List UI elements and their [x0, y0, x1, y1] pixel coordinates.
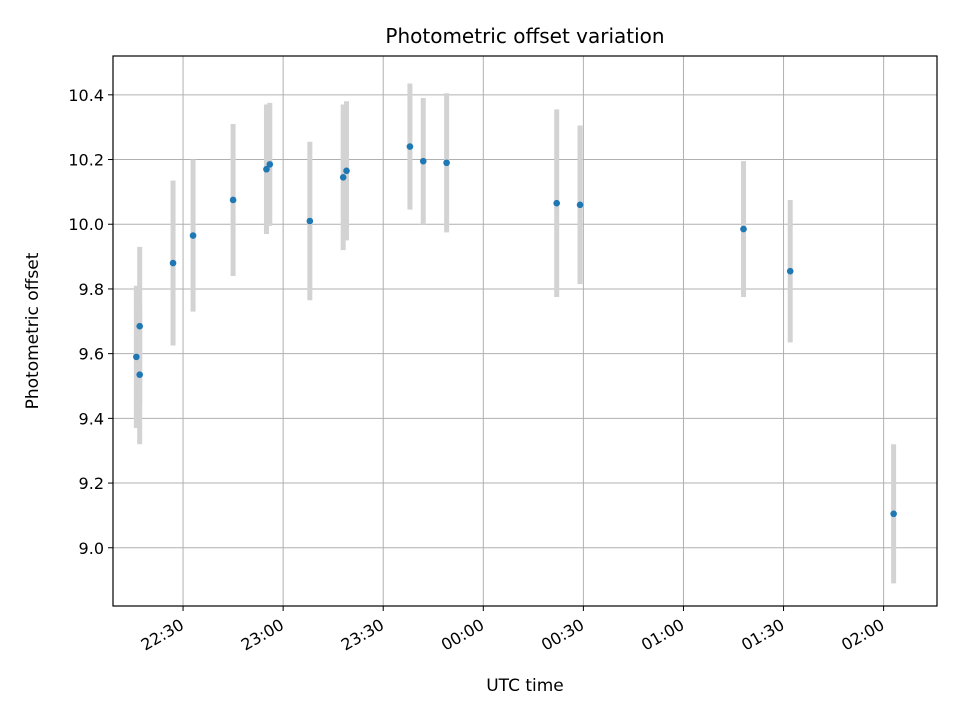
data-point: [306, 217, 314, 225]
data-point: [553, 199, 560, 207]
y-tick-label: 10.4: [68, 86, 104, 105]
data-point: [786, 267, 794, 275]
chart-title: Photometric offset variation: [385, 24, 664, 48]
data-points: [133, 143, 897, 518]
data-point: [443, 159, 450, 167]
data-point: [229, 196, 237, 204]
data-point: [266, 161, 274, 168]
y-tick-label: 9.0: [79, 539, 104, 558]
data-point: [740, 225, 747, 233]
y-tick-label: 9.8: [79, 280, 104, 299]
data-point: [189, 232, 197, 239]
data-point: [133, 353, 140, 361]
y-tick-label: 10.2: [68, 151, 104, 170]
y-tick-label: 9.6: [79, 345, 104, 364]
y-axis-label: Photometric offset: [23, 252, 43, 409]
y-tick-label: 10.0: [68, 215, 104, 234]
data-point: [136, 322, 143, 330]
grid: [113, 56, 937, 606]
y-tick-label: 9.4: [79, 409, 104, 428]
y-tick-label: 9.2: [79, 474, 104, 493]
data-point: [343, 167, 350, 175]
data-point: [263, 165, 270, 173]
data-point: [576, 201, 584, 209]
x-axis-label: UTC time: [486, 676, 564, 696]
data-point: [419, 157, 427, 165]
data-point: [136, 371, 143, 378]
data-point: [169, 259, 177, 267]
data-point: [406, 143, 414, 150]
data-point: [890, 510, 897, 518]
data-point: [339, 174, 347, 181]
plot-frame: [112, 55, 938, 607]
